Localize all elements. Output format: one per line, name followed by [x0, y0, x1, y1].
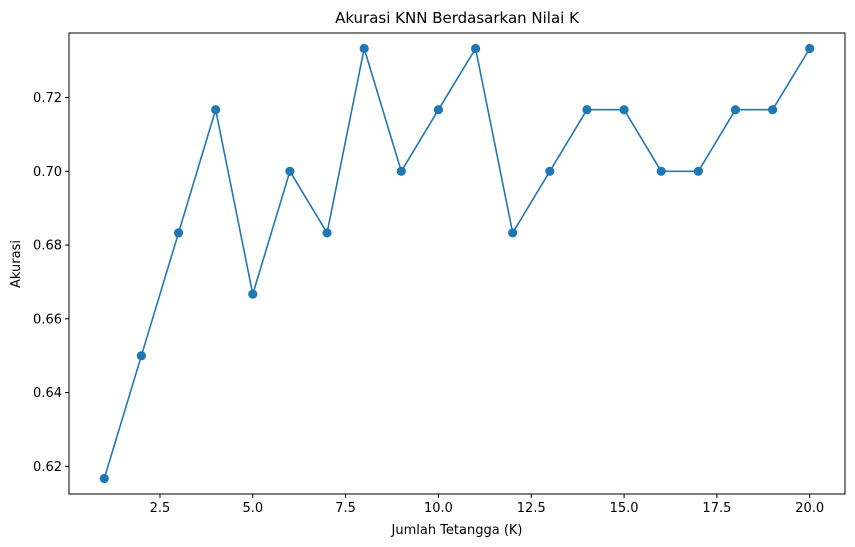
plot-area — [68, 32, 846, 495]
y-axis-label: Akurasi — [9, 240, 24, 288]
x-tick-label: 10.0 — [424, 501, 453, 516]
y-tick-label: 0.66 — [33, 312, 62, 327]
x-tick-label: 2.5 — [150, 501, 171, 516]
data-point — [656, 166, 666, 176]
y-tick-label: 0.72 — [33, 91, 62, 106]
data-point — [619, 105, 629, 115]
data-point — [359, 43, 369, 54]
x-tick-label: 20.0 — [795, 501, 824, 516]
chart-title: Akurasi KNN Berdasarkan Nilai K — [335, 9, 580, 27]
data-point — [545, 166, 555, 176]
data-point — [248, 289, 258, 299]
x-axis: 2.5 5.0 7.5 10.0 12.5 15.0 17.5 20.0 — [150, 494, 824, 516]
data-point — [173, 228, 184, 238]
y-axis: 0.62 0.64 0.66 0.68 0.70 0.72 — [33, 91, 69, 475]
data-point — [805, 43, 815, 54]
data-point — [768, 105, 778, 115]
y-tick-label: 0.70 — [33, 165, 62, 180]
data-point — [582, 105, 592, 115]
data-point — [508, 228, 518, 238]
x-axis-label: Jumlah Tetangga (K) — [391, 523, 523, 538]
series-line — [103, 47, 811, 479]
data-point — [693, 166, 703, 176]
x-tick-label: 17.5 — [702, 501, 731, 516]
data-point — [136, 351, 146, 361]
data-point — [211, 105, 221, 115]
data-point — [322, 228, 332, 238]
data-point — [730, 105, 741, 115]
x-tick-label: 12.5 — [517, 501, 546, 516]
x-tick-label: 15.0 — [610, 501, 639, 516]
y-tick-label: 0.64 — [33, 386, 62, 401]
data-point — [285, 166, 295, 176]
y-tick-label: 0.68 — [33, 239, 62, 254]
x-tick-label: 5.0 — [242, 501, 263, 516]
data-point — [470, 43, 481, 54]
y-tick-label: 0.62 — [33, 460, 62, 475]
data-point — [433, 105, 444, 115]
x-tick-label: 7.5 — [335, 501, 356, 516]
data-point — [99, 473, 109, 484]
plot-frame — [68, 32, 846, 495]
data-point — [396, 166, 406, 176]
